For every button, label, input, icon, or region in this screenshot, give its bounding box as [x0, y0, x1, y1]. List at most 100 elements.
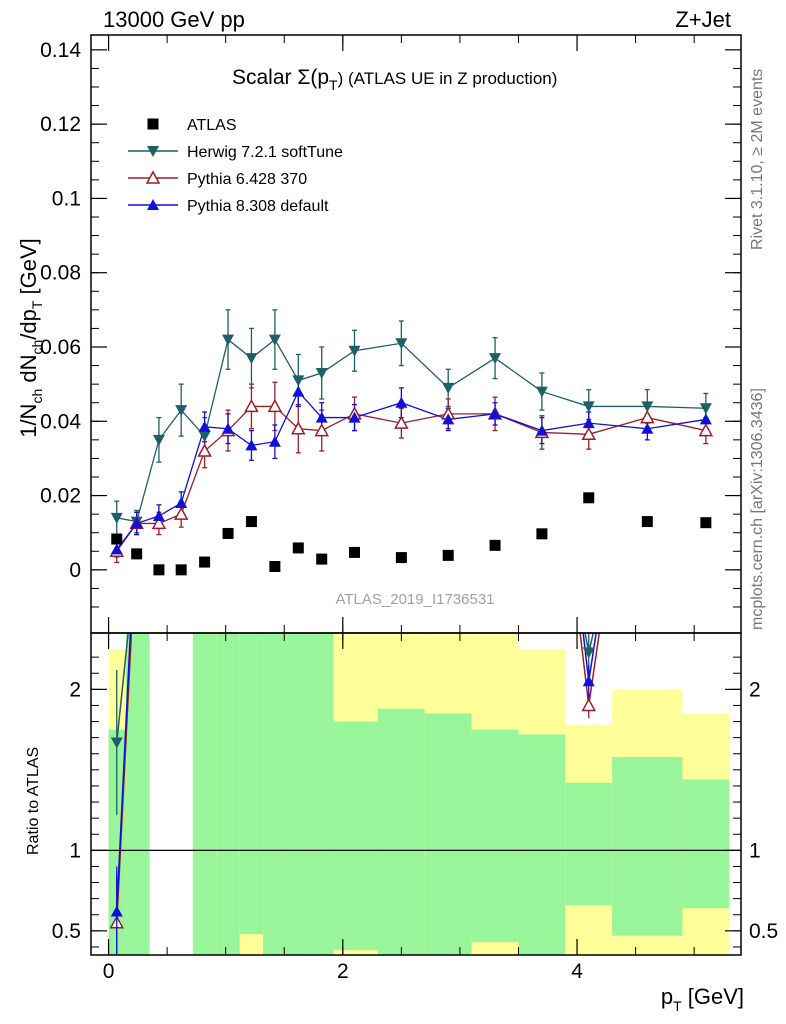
ratio-band-green — [377, 708, 425, 955]
data-point — [291, 421, 306, 435]
x-tick-label: 4 — [571, 960, 583, 983]
data-point — [110, 543, 123, 555]
data-point — [111, 533, 123, 545]
plot-title-rest: ) (ATLAS UE in Z production) — [338, 69, 558, 88]
data-point — [315, 411, 328, 423]
ratio-band-green — [239, 633, 264, 935]
data-point — [641, 422, 654, 434]
legend-marker — [147, 118, 159, 130]
data-point — [489, 353, 502, 365]
data-point — [700, 517, 712, 529]
y-tick-label: 0.12 — [40, 113, 81, 136]
data-point — [535, 424, 548, 436]
ratio-band-green — [126, 633, 150, 955]
data-point — [536, 528, 548, 540]
data-point — [442, 549, 454, 561]
data-point — [198, 420, 211, 432]
rivet-side-label: Rivet 3.1.10, ≥ 2M events — [749, 69, 766, 250]
data-point — [395, 552, 407, 564]
ratio-band-green — [310, 633, 334, 955]
legend-label: Pythia 8.308 default — [187, 198, 329, 215]
data-point — [198, 431, 211, 443]
axes-ticks: 0 0.02 0.04 0.06 0.08 0.1 0.12 0.14 0.5 0.5 1 1 2 2 0 2… — [40, 35, 778, 983]
data-point — [316, 553, 328, 565]
ratio-panel — [91, 633, 741, 955]
data-point — [314, 423, 329, 437]
legend-label: Herwig 7.2.1 softTune — [187, 144, 343, 161]
data-point — [442, 382, 455, 394]
data-point — [292, 375, 305, 387]
legend-marker — [145, 170, 161, 184]
data-point — [151, 515, 167, 530]
ratio-band-green — [216, 633, 240, 955]
ratio-point — [581, 697, 597, 712]
header-energy-label: 13000 GeV pp — [103, 7, 245, 32]
data-point — [292, 542, 304, 554]
ratio-y-tick-label: 2 — [69, 678, 81, 701]
data-point — [699, 403, 712, 415]
x-axis-label: pT [GeV] — [661, 984, 744, 1014]
data-point — [349, 546, 361, 558]
data-point — [222, 422, 235, 434]
ratio-y-tick-label-right: 1 — [749, 839, 761, 862]
data-point — [640, 410, 655, 424]
legend-label: Pythia 6.428 370 — [187, 171, 307, 188]
ratio-y-tick-label: 0.5 — [52, 920, 81, 943]
main-panel — [109, 309, 714, 576]
series-line — [116, 338, 706, 523]
data-point — [698, 423, 714, 437]
ratio-band-green — [565, 782, 613, 906]
data-point — [152, 434, 165, 446]
data-point — [641, 401, 654, 413]
data-point — [268, 435, 281, 447]
ratio-band-green — [108, 729, 127, 955]
data-point — [222, 334, 235, 346]
data-point — [268, 334, 281, 346]
ratio-band-green — [286, 633, 311, 955]
data-point — [315, 368, 328, 379]
ratio-content — [91, 633, 741, 955]
legend: ATLAS Herwig 7.2.1 softTune Pythia 6.428 3… — [128, 117, 343, 215]
ratio-point — [582, 675, 595, 687]
y-tick-label: 0.14 — [40, 39, 81, 62]
data-point — [222, 527, 234, 539]
header-process-label: Z+Jet — [675, 7, 731, 32]
y-tick-label: 0.04 — [40, 410, 81, 433]
legend-marker — [147, 146, 159, 157]
ratio-y-tick-label-right: 2 — [749, 678, 761, 701]
data-point — [153, 564, 165, 576]
x-tick-label: 2 — [337, 960, 349, 983]
ratio-y-tick-label-right: 0.5 — [749, 920, 778, 943]
data-point — [269, 561, 281, 573]
data-point — [442, 413, 455, 425]
ratio-series-line — [116, 633, 129, 743]
ratio-series-line — [579, 633, 601, 706]
data-point — [130, 517, 143, 529]
y-tick-label: 0.02 — [40, 485, 81, 508]
ratio-plot-frame — [90, 632, 742, 956]
analysis-watermark: ATLAS_2019_I1736531 — [335, 591, 494, 608]
ratio-band-green — [518, 734, 566, 955]
ratio-series-line — [116, 633, 132, 912]
y-tick-label: 0.06 — [40, 336, 81, 359]
plot-title: Scalar Σ(pT) (ATLAS UE in Z production) — [232, 66, 557, 93]
data-point — [394, 415, 409, 429]
y-tick-label: 0 — [69, 559, 81, 582]
data-point — [395, 396, 408, 408]
data-point — [175, 564, 187, 576]
ratio-series-line — [582, 633, 597, 682]
y-tick-label: 0.1 — [52, 187, 81, 210]
x-tick-label: 0 — [103, 960, 115, 983]
data-point — [245, 353, 258, 365]
ratio-band-green — [424, 713, 472, 955]
data-point — [175, 405, 188, 417]
data-point — [582, 417, 595, 429]
data-point — [245, 439, 258, 451]
y-tick-label: 0.08 — [40, 262, 81, 285]
data-point — [489, 407, 502, 419]
ratio-band-green — [682, 779, 730, 909]
mcplots-side-label: mcplots.cern.ch [arXiv:1306.3436] — [749, 388, 766, 630]
data-point — [110, 512, 123, 524]
data-point — [699, 413, 712, 425]
